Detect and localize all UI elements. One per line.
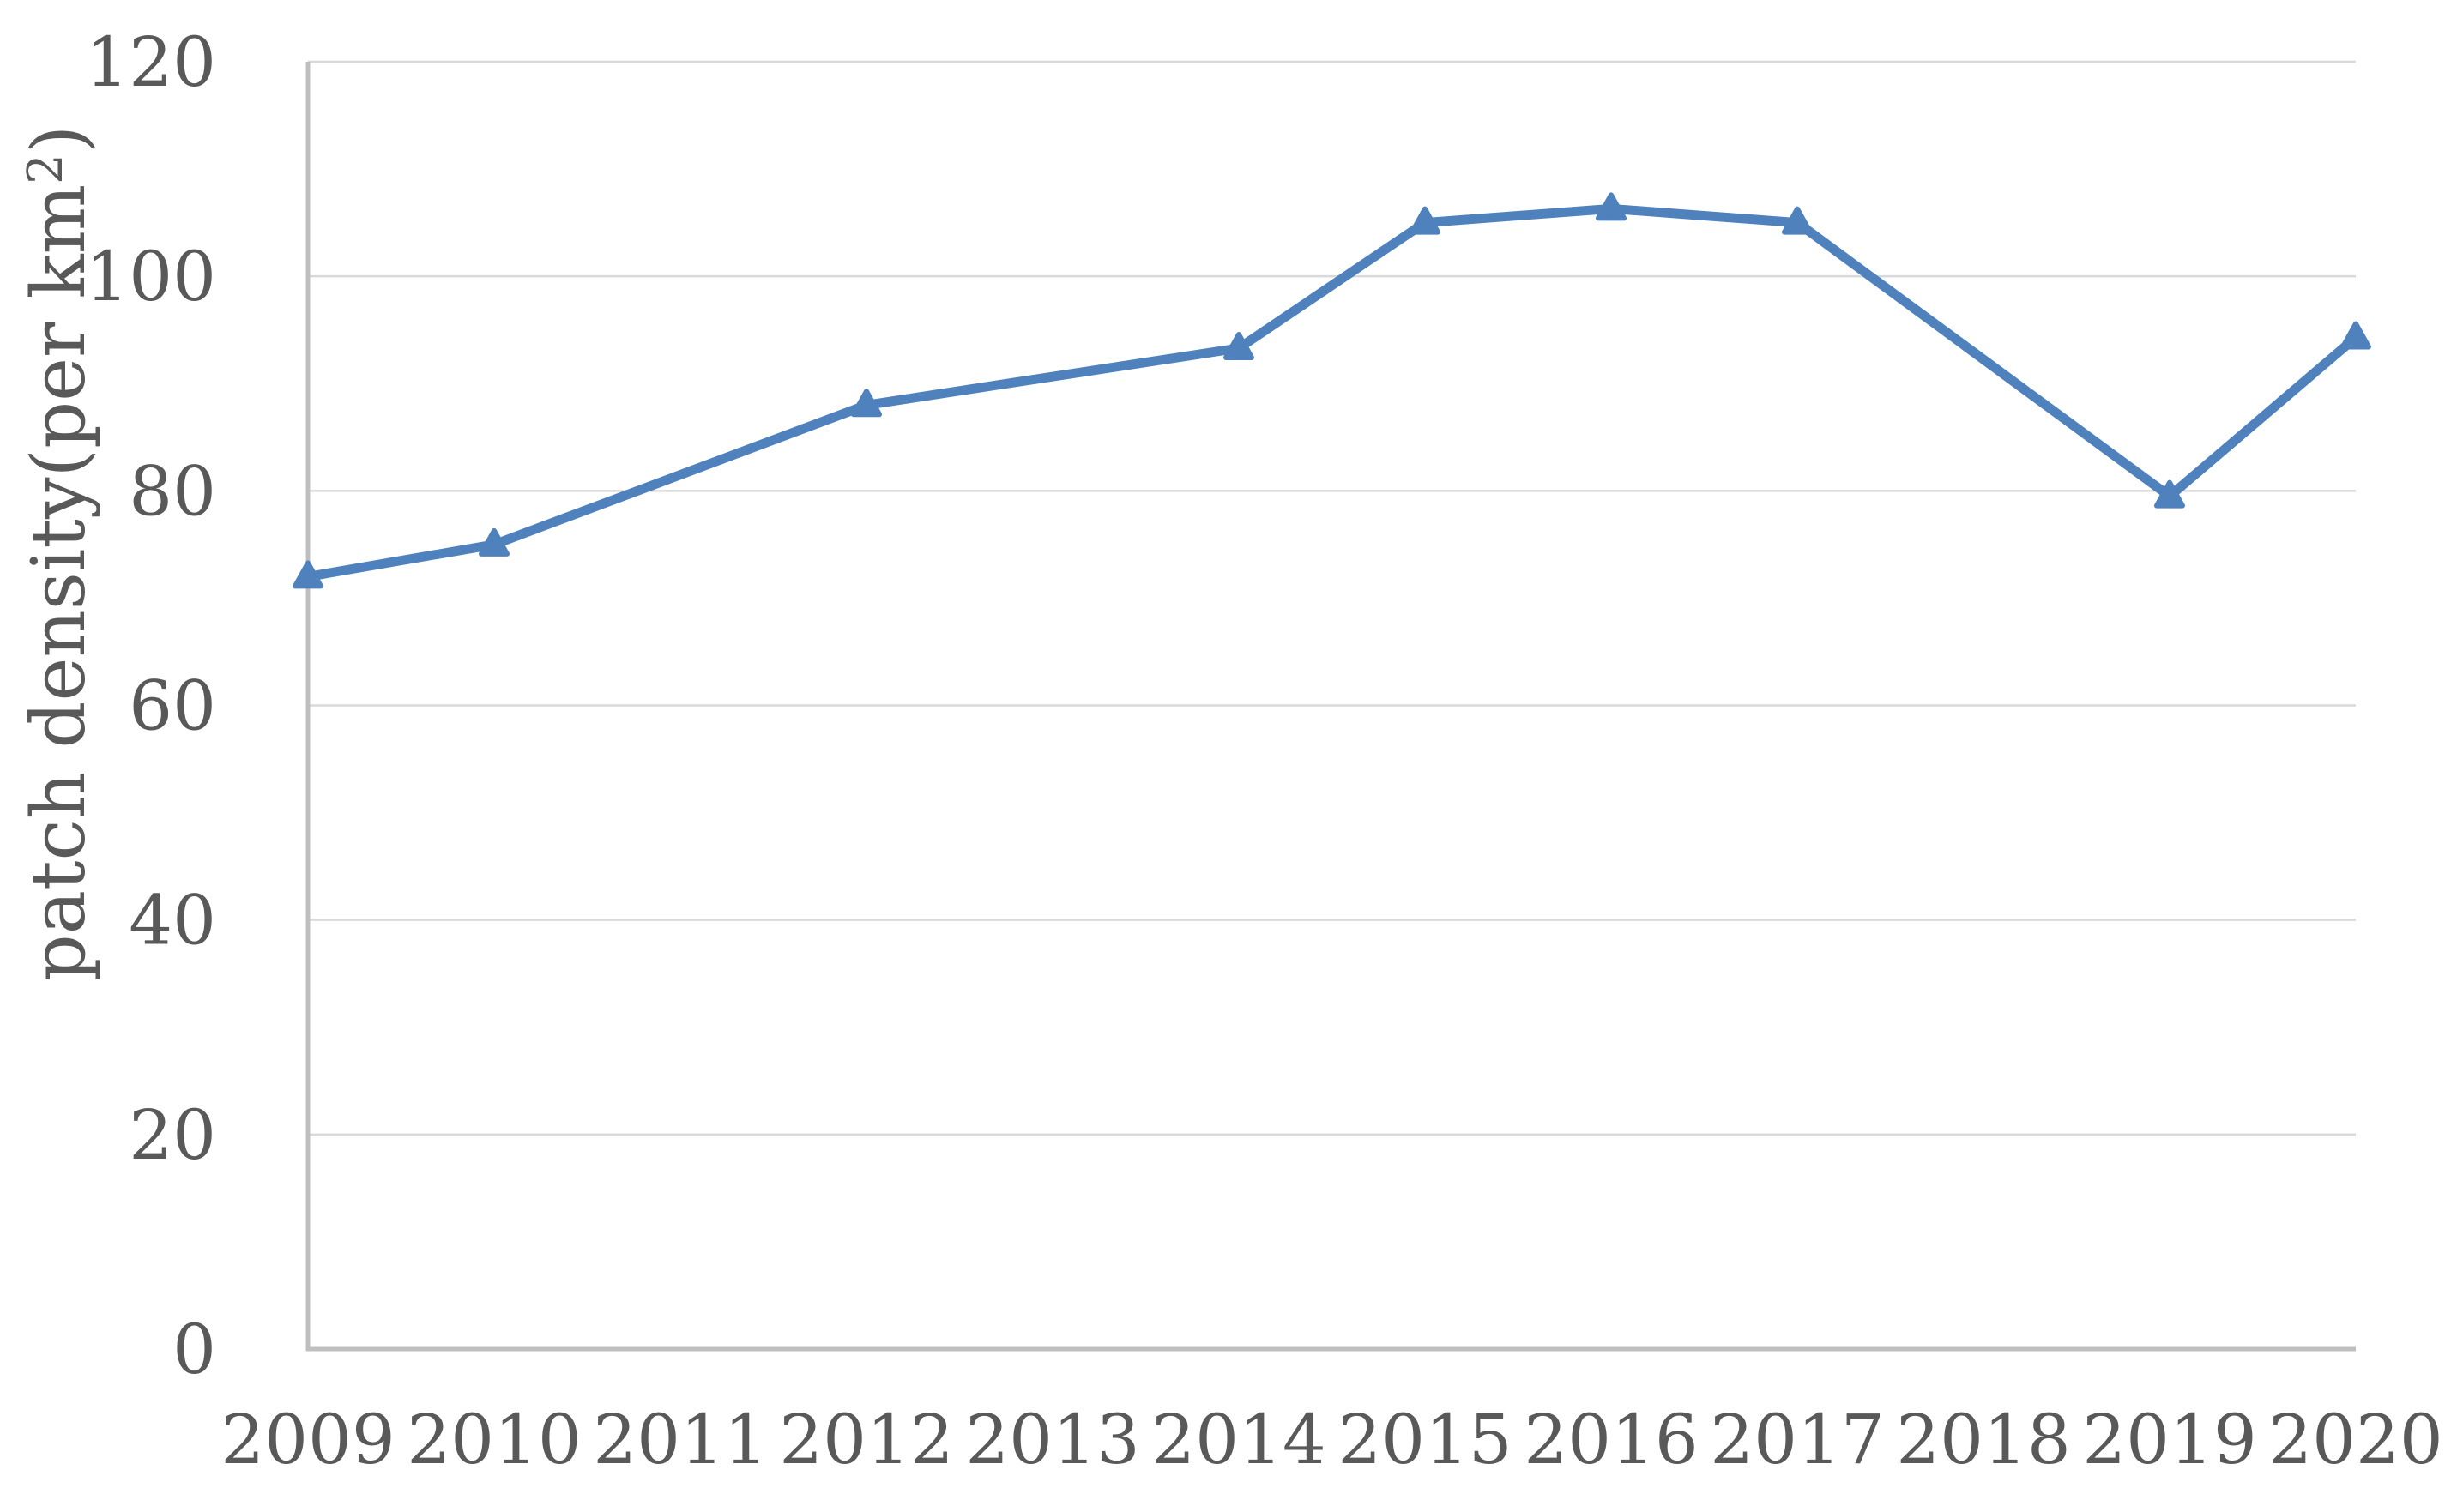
data-point-marker [293, 560, 323, 589]
y-axis-title: patch density(per km2) [16, 125, 102, 982]
x-tick-label: 2015 [1337, 1400, 1512, 1479]
data-point-marker [1596, 192, 1627, 221]
x-tick-label: 2010 [407, 1400, 582, 1479]
y-tick-label: 80 [129, 451, 216, 531]
gridlines-group [308, 60, 2356, 1136]
y-tick-label: 60 [129, 666, 216, 746]
data-point-marker [479, 527, 510, 557]
x-tick-label: 2014 [1151, 1400, 1326, 1479]
y-tick-label: 120 [85, 22, 216, 102]
x-tick-label: 2017 [1710, 1400, 1885, 1479]
x-tick-label: 2013 [965, 1400, 1140, 1479]
data-point-marker [2340, 321, 2371, 350]
data-point-marker [1410, 206, 1440, 235]
x-tick-label: 2018 [1896, 1400, 2071, 1479]
x-tick-label: 2011 [593, 1400, 768, 1479]
y-tick-label: 20 [129, 1095, 216, 1175]
axes-group [305, 62, 2356, 1352]
data-point-marker [2154, 479, 2185, 509]
x-tick-label: 2009 [220, 1400, 395, 1479]
x-tick-label: 2019 [2082, 1400, 2257, 1479]
x-tick-label: 2012 [779, 1400, 954, 1479]
x-tick-label: 2020 [2268, 1400, 2443, 1479]
y-tick-label: 100 [85, 237, 216, 316]
data-series-group [293, 192, 2371, 589]
data-point-marker [1782, 206, 1813, 235]
x-tick-label: 2016 [1524, 1400, 1699, 1479]
data-series-line [303, 203, 2361, 581]
data-point-marker [851, 389, 882, 418]
y-tick-label: 40 [129, 881, 216, 961]
y-tick-label: 0 [172, 1310, 216, 1389]
data-point-marker [1223, 331, 1254, 360]
